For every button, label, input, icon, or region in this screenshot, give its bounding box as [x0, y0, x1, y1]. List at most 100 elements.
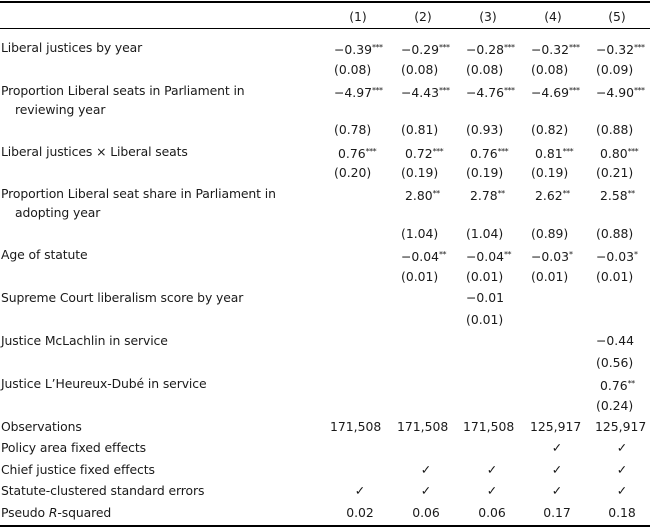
row-label: Policy area fixed effects [1, 440, 146, 455]
footer-row-pseudo-r2: Pseudo R-squared 0.02 0.06 0.06 0.17 0.1… [0, 502, 650, 523]
se-row-liberal-seats-adopting: (1.04) (1.04) (0.89) (0.88) [0, 223, 650, 244]
coef-cell: −4.90*** [596, 85, 645, 100]
row-label: Justice McLachlin in service [1, 333, 168, 348]
label-continuation: reviewing year [0, 99, 650, 120]
coef-cell: −4.76*** [466, 85, 515, 100]
coef-cell: 2.62** [535, 188, 570, 203]
coef-cell: −4.43*** [401, 85, 450, 100]
se-cell: (0.01) [596, 269, 634, 284]
observations-cell: 125,917 [595, 419, 647, 434]
row-label: Supreme Court liberalism score by year [1, 290, 244, 305]
checkmark-icon: ✓ [616, 440, 628, 455]
row-label-continued: adopting year [15, 205, 101, 220]
r2-cell: 0.17 [543, 505, 571, 520]
se-cell: (0.09) [596, 62, 634, 77]
coef-row-age-of-statute: Age of statute −0.04** −0.04** −0.03* −0… [0, 244, 650, 265]
row-label: Liberal justices × Liberal seats [1, 144, 188, 159]
se-cell: (1.04) [466, 226, 504, 241]
coef-cell: −0.29*** [401, 42, 450, 57]
se-cell: (0.78) [334, 122, 372, 137]
coef-cell: −4.97*** [334, 85, 383, 100]
se-cell: (0.82) [531, 122, 569, 137]
se-row-mclachlin: (0.56) [0, 352, 650, 373]
checkmark-icon: ✓ [486, 483, 498, 498]
coef-cell: −0.44 [596, 333, 634, 348]
se-cell: (0.08) [334, 62, 372, 77]
row-label: Pseudo R-squared [1, 505, 112, 520]
se-cell: (0.93) [466, 122, 504, 137]
checkmark-icon: ✓ [551, 462, 563, 477]
r2-cell: 0.06 [478, 505, 506, 520]
se-cell: (0.24) [596, 398, 634, 413]
se-cell: (0.01) [401, 269, 439, 284]
se-cell: (0.08) [401, 62, 439, 77]
header-rule [0, 28, 650, 29]
se-cell: (0.89) [531, 226, 569, 241]
row-label: Liberal justices by year [1, 40, 143, 55]
coef-row-court-liberalism: Supreme Court liberalism score by year −… [0, 287, 650, 308]
se-row-court-liberalism: (0.01) [0, 309, 650, 330]
coef-cell: −4.69*** [531, 85, 580, 100]
se-cell: (1.04) [401, 226, 439, 241]
column-header-1: (1) [349, 9, 367, 24]
row-label: Age of statute [1, 247, 88, 262]
coef-cell: 0.76** [600, 378, 635, 393]
checkmark-icon: ✓ [354, 483, 366, 498]
coef-row-lheureux-dube: Justice L’Heureux-Dubé in service 0.76** [0, 373, 650, 394]
se-cell: (0.01) [466, 312, 504, 327]
se-cell: (0.08) [531, 62, 569, 77]
coef-cell: 0.81*** [535, 146, 574, 161]
row-label: Justice L’Heureux-Dubé in service [1, 376, 207, 391]
checkmark-icon: ✓ [616, 483, 628, 498]
checkmark-icon: ✓ [616, 462, 628, 477]
coef-cell: −0.01 [466, 290, 504, 305]
se-row-liberal-justices: (0.08) (0.08) (0.08) (0.08) (0.09) [0, 59, 650, 80]
observations-cell: 171,508 [330, 419, 382, 434]
se-cell: (0.01) [466, 269, 504, 284]
coef-cell: 0.80*** [600, 146, 639, 161]
coef-cell: 0.72*** [405, 146, 444, 161]
row-label: Proportion Liberal seat share in Parliam… [1, 186, 276, 201]
coef-cell: 2.78** [470, 188, 505, 203]
footer-row-observations: Observations 171,508 171,508 171,508 125… [0, 416, 650, 437]
column-header-3: (3) [479, 9, 497, 24]
checkmark-icon: ✓ [420, 483, 432, 498]
coef-row-liberal-seats-adopting: Proportion Liberal seat share in Parliam… [0, 183, 650, 204]
row-label: Proportion Liberal seats in Parliament i… [1, 83, 245, 98]
se-cell: (0.19) [401, 165, 439, 180]
row-label: Observations [1, 419, 82, 434]
se-cell: (0.19) [531, 165, 569, 180]
coef-row-mclachlin: Justice McLachlin in service −0.44 [0, 330, 650, 351]
coef-cell: 0.76*** [338, 146, 377, 161]
header-row: (1) (2) (3) (4) (5) [0, 6, 650, 27]
se-cell: (0.88) [596, 122, 634, 137]
r2-cell: 0.06 [412, 505, 440, 520]
top-rule [0, 1, 650, 3]
coef-cell: 0.76*** [470, 146, 509, 161]
column-header-4: (4) [544, 9, 562, 24]
footer-row-chief-justice-fe: Chief justice fixed effects ✓ ✓ ✓ ✓ [0, 459, 650, 480]
se-cell: (0.19) [466, 165, 504, 180]
se-cell: (0.01) [531, 269, 569, 284]
row-label-continued: reviewing year [15, 102, 106, 117]
se-cell: (0.21) [596, 165, 634, 180]
coef-cell: −0.04** [401, 249, 446, 264]
r2-cell: 0.02 [346, 505, 374, 520]
se-cell: (0.81) [401, 122, 439, 137]
row-label: Statute-clustered standard errors [1, 483, 205, 498]
coef-row-interaction: Liberal justices × Liberal seats 0.76***… [0, 141, 650, 162]
se-row-age-of-statute: (0.01) (0.01) (0.01) (0.01) [0, 266, 650, 287]
column-header-5: (5) [608, 9, 626, 24]
coef-cell: 2.58** [600, 188, 635, 203]
footer-row-policy-fe: Policy area fixed effects ✓ ✓ [0, 437, 650, 458]
observations-cell: 171,508 [397, 419, 449, 434]
checkmark-icon: ✓ [486, 462, 498, 477]
observations-cell: 125,917 [530, 419, 582, 434]
coef-cell: −0.28*** [466, 42, 515, 57]
se-cell: (0.88) [596, 226, 634, 241]
column-header-2: (2) [414, 9, 432, 24]
coef-row-liberal-justices: Liberal justices by year −0.39*** −0.29*… [0, 37, 650, 58]
checkmark-icon: ✓ [551, 440, 563, 455]
coef-cell: −0.32*** [596, 42, 645, 57]
label-continuation: adopting year [0, 202, 650, 223]
